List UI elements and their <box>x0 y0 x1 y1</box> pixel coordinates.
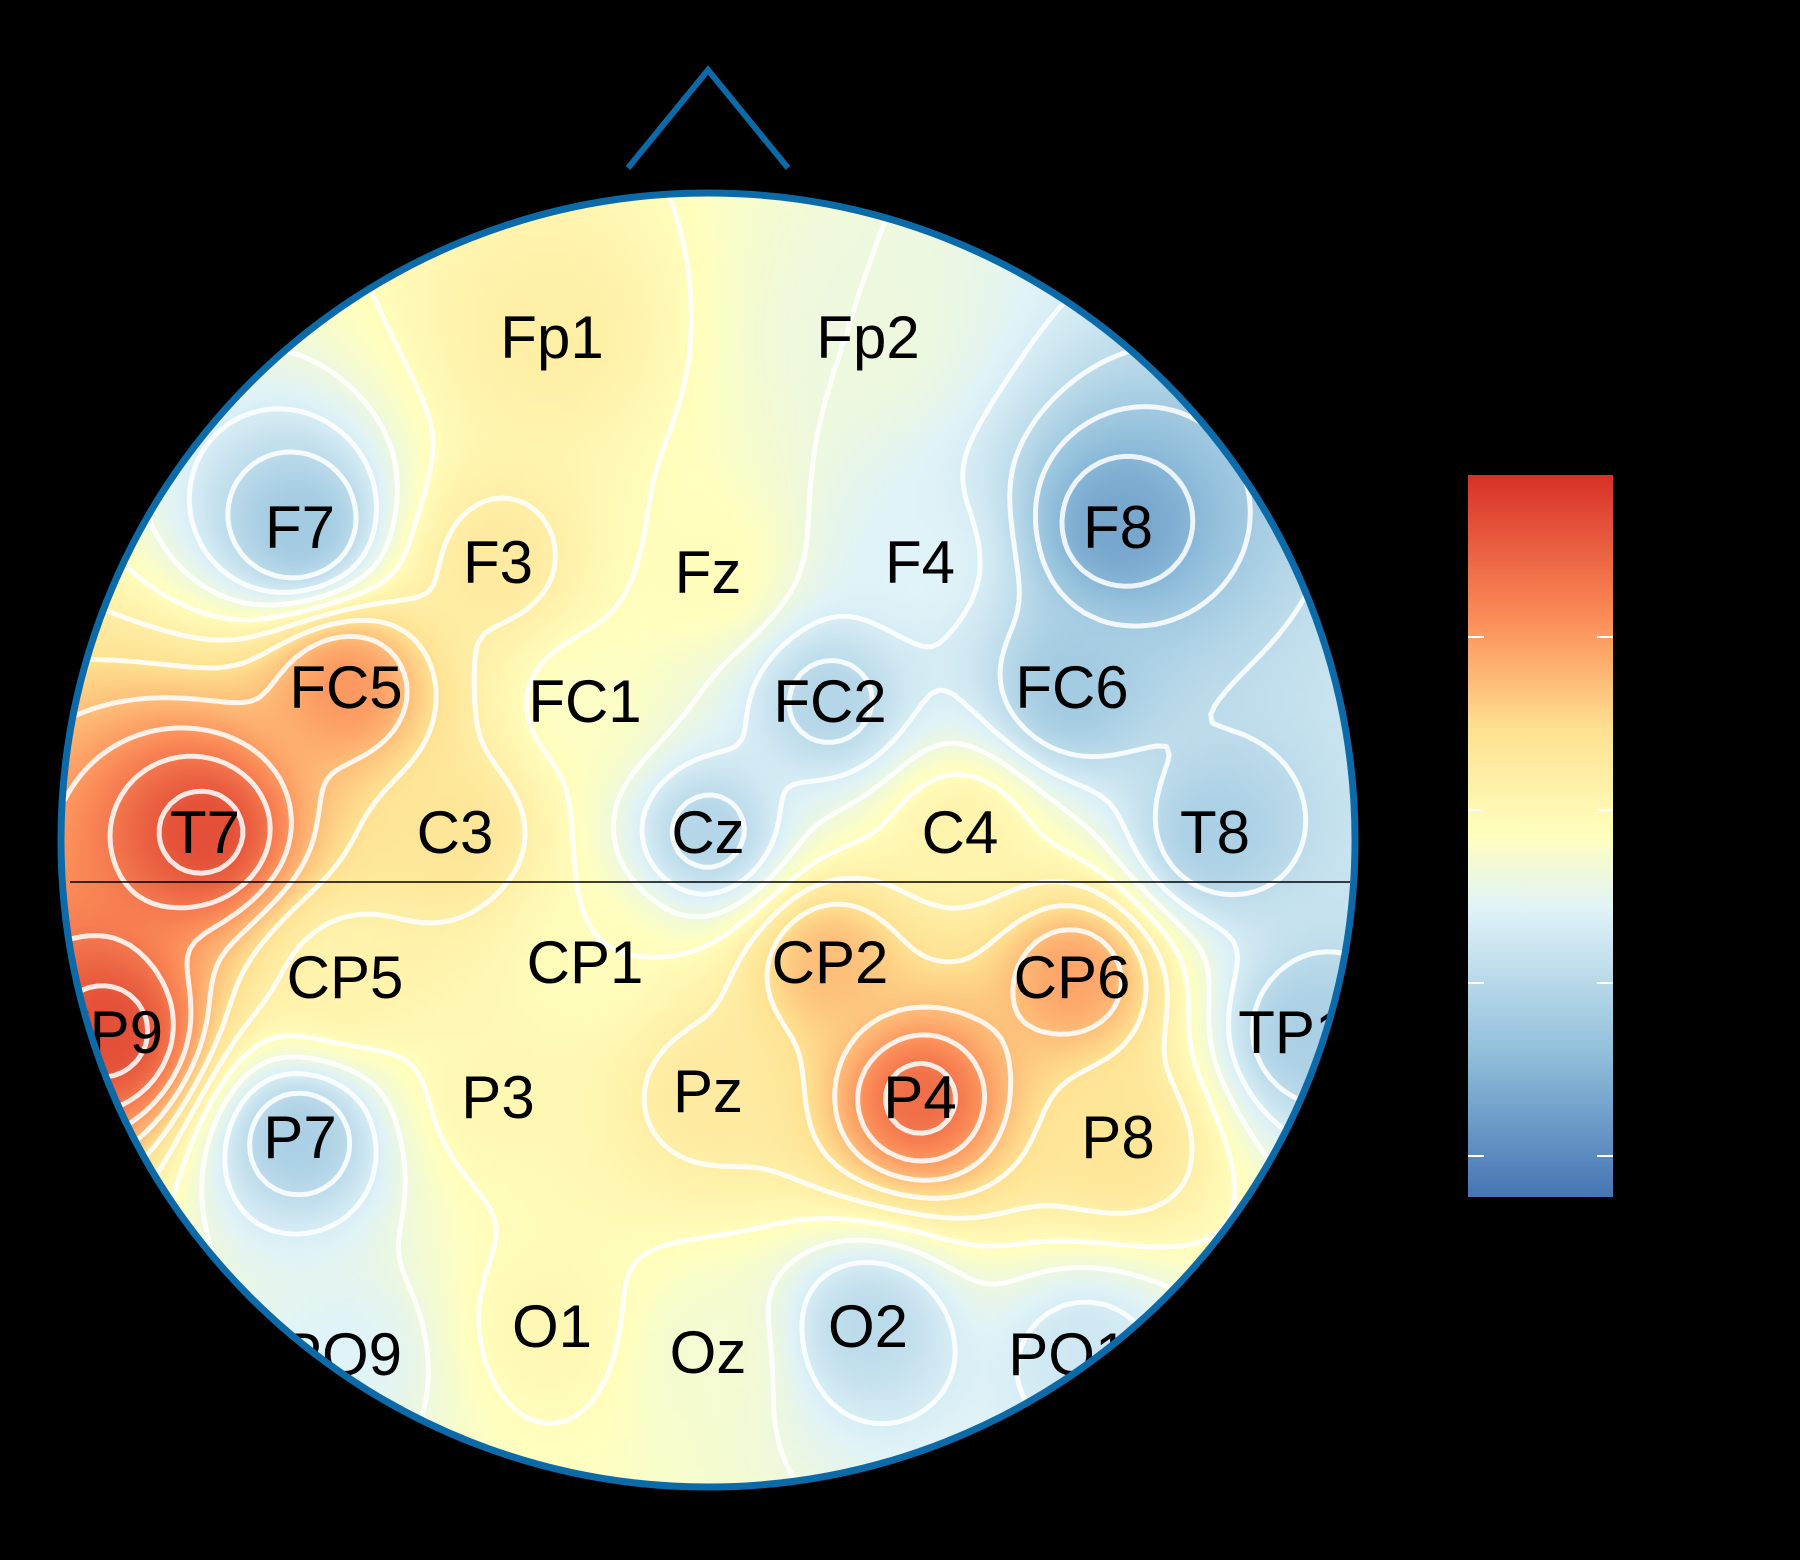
electrode-label-f4: F4 <box>885 529 955 596</box>
contour-lines <box>62 194 1354 1486</box>
electrode-label-cp5: CP5 <box>287 944 404 1011</box>
electrode-label-cp1: CP1 <box>527 929 644 996</box>
electrode-label-fc6: FC6 <box>1015 654 1128 721</box>
electrode-label-oz: Oz <box>670 1319 747 1386</box>
contour-line <box>62 617 1149 1216</box>
electrode-labels: Fp1 Fp2 F7 F3 Fz F4 F8 FC5 FC1 FC2 FC6 T7 C3 Cz C4 T8 TP… <box>53 304 1381 1388</box>
contour-line <box>62 788 246 1080</box>
colorbar-gradient <box>1468 475 1613 1197</box>
electrode-label-f7: F7 <box>265 494 335 561</box>
electrode-label-p3: P3 <box>461 1064 534 1131</box>
electrode-label-p8: P8 <box>1081 1104 1154 1171</box>
electrode-label-tp10: TP10 <box>1238 999 1381 1066</box>
electrode-label-po9: PO9 <box>282 1321 402 1388</box>
electrode-label-p4: P4 <box>883 1064 956 1131</box>
contour-line <box>1033 404 1253 629</box>
electrode-label-p7: P7 <box>263 1104 336 1171</box>
contour-line <box>62 633 1124 1183</box>
electrode-label-fp2: Fp2 <box>816 304 919 371</box>
electrode-label-c4: C4 <box>922 799 999 866</box>
electrode-label-pz: Pz <box>673 1058 743 1125</box>
electrode-label-fc2: FC2 <box>773 668 886 735</box>
electrode-label-c3: C3 <box>417 799 494 866</box>
electrode-label-fc5: FC5 <box>289 654 402 721</box>
colorbar-ticks <box>1468 636 1613 1157</box>
colorbar <box>1468 475 1613 1197</box>
electrode-label-cp6: CP6 <box>1014 944 1131 1011</box>
electrode-label-f3: F3 <box>463 529 533 596</box>
electrode-label-cp2: CP2 <box>772 929 889 996</box>
electrode-label-f8: F8 <box>1083 494 1153 561</box>
head-outline <box>57 189 1359 1491</box>
electrode-label-o1: O1 <box>512 1293 592 1360</box>
electrode-label-o2: O2 <box>828 1293 908 1360</box>
head-nose <box>625 65 791 170</box>
electrode-label-fz: Fz <box>675 539 742 606</box>
electrode-label-cz: Cz <box>671 799 744 866</box>
electrode-label-po10: PO10 <box>1008 1321 1161 1388</box>
electrode-label-tp9: TP9 <box>53 999 163 1066</box>
contour-line <box>1059 453 1196 589</box>
electrode-label-fp1: Fp1 <box>500 304 603 371</box>
electrode-label-fc1: FC1 <box>528 668 641 735</box>
electrode-label-t7: T7 <box>170 799 240 866</box>
contour-line <box>62 725 988 1164</box>
electrode-label-t8: T8 <box>1180 799 1250 866</box>
